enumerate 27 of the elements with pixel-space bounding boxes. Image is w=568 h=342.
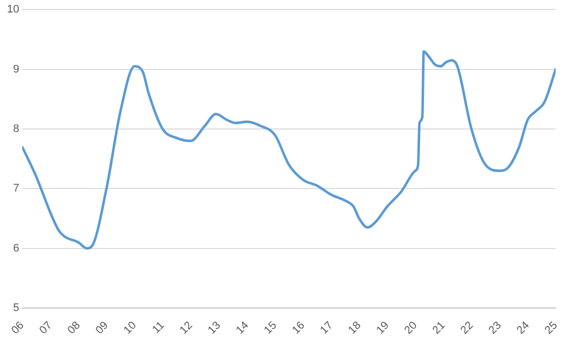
x-tick-label: 22	[458, 319, 476, 337]
y-tick-label: 8	[13, 122, 20, 135]
x-tick-label: 21	[430, 319, 448, 337]
x-tick-label: 20	[402, 319, 420, 337]
x-tick-label: 16	[290, 319, 308, 337]
x-tick-label: 11	[150, 319, 167, 336]
y-tick-label: 5	[13, 302, 20, 314]
x-tick-label: 14	[234, 319, 252, 337]
x-tick-label: 08	[66, 319, 83, 337]
x-tick-label: 24	[514, 319, 532, 337]
x-tick-label: 15	[262, 319, 280, 337]
x-tick-label: 07	[37, 319, 55, 337]
x-tick-label: 23	[486, 319, 504, 337]
x-tick-label: 09	[94, 319, 111, 337]
x-tick-label: 25	[542, 319, 560, 337]
x-tick-label: 13	[206, 319, 224, 337]
x-tick-label: 10	[122, 319, 139, 337]
x-tick-label: 06	[9, 319, 26, 337]
line-series	[22, 50, 556, 250]
y-tick-label: 10	[6, 4, 20, 16]
x-tick-label: 12	[178, 319, 195, 337]
x-tick-label: 17	[318, 319, 336, 337]
x-tick-label: 18	[346, 319, 364, 337]
x-tick-label: 19	[374, 319, 392, 337]
y-tick-label: 9	[13, 63, 20, 76]
y-tick-label: 7	[13, 182, 20, 195]
y-tick-label: 6	[13, 242, 20, 254]
